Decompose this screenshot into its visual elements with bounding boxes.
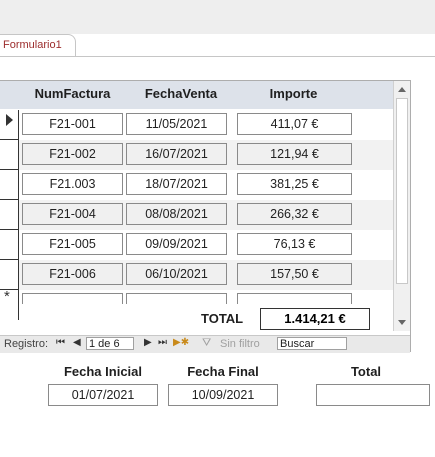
scrollbar-thumb[interactable]: [396, 98, 408, 284]
total-label: TOTAL: [201, 311, 244, 326]
new-record-icon[interactable]: ▶✱: [173, 337, 190, 348]
table-row: F21-006 06/10/2021 157,50 €: [19, 260, 393, 290]
next-record-icon[interactable]: ▶: [144, 337, 152, 348]
last-record-icon[interactable]: ⏭: [158, 337, 167, 348]
fechaventa-field[interactable]: 18/07/2021: [126, 173, 227, 195]
first-record-icon[interactable]: ⏮: [56, 337, 65, 348]
scroll-down-icon[interactable]: [398, 320, 406, 325]
fechaventa-field-new[interactable]: [126, 293, 227, 304]
importe-field[interactable]: 157,50 €: [237, 263, 352, 285]
filter-icon[interactable]: ⛛: [202, 337, 212, 349]
importe-field-new[interactable]: [237, 293, 352, 304]
record-selector[interactable]: [0, 230, 18, 260]
table-row: F21-001 11/05/2021 411,07 €: [19, 110, 393, 140]
table-row: F21-002 16/07/2021 121,94 €: [19, 140, 393, 170]
fechaventa-field[interactable]: 16/07/2021: [126, 143, 227, 165]
record-selector[interactable]: [0, 140, 18, 170]
fechaventa-field[interactable]: 06/10/2021: [126, 263, 227, 285]
fechaventa-field[interactable]: 08/08/2021: [126, 203, 227, 225]
record-selector-new[interactable]: *: [0, 288, 18, 320]
fecha-final-field[interactable]: 10/09/2021: [168, 384, 278, 406]
fecha-inicial-label: Fecha Inicial: [63, 364, 143, 379]
record-label: Registro:: [4, 338, 49, 350]
window-top-area: [0, 0, 435, 34]
importe-field[interactable]: 76,13 €: [237, 233, 352, 255]
total-filter-field[interactable]: [316, 384, 430, 406]
header-fechaventa: FechaVenta: [144, 86, 218, 101]
form-header: NumFactura FechaVenta Importe: [0, 81, 393, 109]
total-value-field[interactable]: 1.414,21 €: [260, 308, 370, 330]
scroll-up-icon[interactable]: [398, 87, 406, 92]
importe-field[interactable]: 381,25 €: [237, 173, 352, 195]
current-record-input[interactable]: 1 de 6: [86, 337, 134, 350]
new-record-star-icon: *: [4, 288, 10, 305]
new-record-row: [19, 290, 393, 304]
fechaventa-field[interactable]: 09/09/2021: [126, 233, 227, 255]
continuous-form: NumFactura FechaVenta Importe * F21-001 …: [0, 80, 411, 353]
table-row: F21.003 18/07/2021 381,25 €: [19, 170, 393, 200]
record-selector[interactable]: [0, 200, 18, 230]
table-row: F21-004 08/08/2021 266,32 €: [19, 200, 393, 230]
record-selector[interactable]: [0, 260, 18, 290]
importe-field[interactable]: 121,94 €: [237, 143, 352, 165]
fecha-inicial-field[interactable]: 01/07/2021: [48, 384, 158, 406]
importe-field[interactable]: 266,32 €: [237, 203, 352, 225]
table-row: F21-005 09/09/2021 76,13 €: [19, 230, 393, 260]
previous-record-icon[interactable]: ◀: [73, 337, 81, 348]
record-selector-current[interactable]: [0, 110, 18, 140]
tab-label: Formulario1: [3, 39, 62, 51]
current-record-arrow-icon: [6, 114, 13, 126]
record-selector[interactable]: [0, 170, 18, 200]
header-importe: Importe: [269, 86, 318, 101]
tab-formulario1[interactable]: Formulario1: [0, 34, 76, 56]
fecha-final-label: Fecha Final: [187, 364, 259, 379]
fechaventa-field[interactable]: 11/05/2021: [126, 113, 227, 135]
numfactura-field[interactable]: F21-006: [22, 263, 123, 285]
search-input[interactable]: Buscar: [277, 337, 347, 350]
total-filter-label: Total: [350, 364, 382, 379]
record-selector-column: *: [0, 110, 19, 320]
importe-field[interactable]: 411,07 €: [237, 113, 352, 135]
numfactura-field[interactable]: F21-001: [22, 113, 123, 135]
numfactura-field[interactable]: F21-004: [22, 203, 123, 225]
document-tab-strip: Formulario1: [0, 34, 435, 57]
vertical-scrollbar[interactable]: [393, 81, 410, 331]
numfactura-field[interactable]: F21-002: [22, 143, 123, 165]
numfactura-field[interactable]: F21.003: [22, 173, 123, 195]
numfactura-field-new[interactable]: [22, 293, 123, 304]
filter-toggle[interactable]: Sin filtro: [220, 338, 260, 350]
record-navigation-bar: Registro: ⏮ ◀ 1 de 6 ▶ ⏭ ▶✱ ⛛ Sin filtro…: [0, 335, 410, 353]
numfactura-field[interactable]: F21-005: [22, 233, 123, 255]
header-numfactura: NumFactura: [34, 86, 111, 101]
